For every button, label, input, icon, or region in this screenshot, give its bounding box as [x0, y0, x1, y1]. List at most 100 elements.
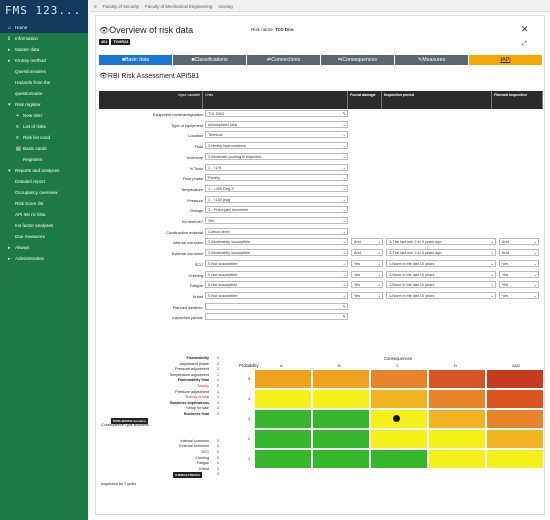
- field-value: Yes: [354, 293, 361, 298]
- sidebar-item[interactable]: questionnaire: [0, 88, 88, 99]
- field-value: Yes: [502, 272, 509, 277]
- period-select[interactable]: 1-None in the last 10 years ⌄: [386, 270, 496, 278]
- probability-button[interactable]: VJEROJATNOĆA: [173, 472, 203, 479]
- found-select[interactable]: Yes ⌄: [351, 291, 383, 299]
- sidebar-item-label: Kinney method: [15, 58, 46, 63]
- tab-label: Classifications: [194, 57, 228, 63]
- select-field[interactable]: 3-Heavy hydrocarbons ⌄: [205, 142, 348, 150]
- select-field[interactable]: 2-Moderate pouring is expected ⌄: [205, 152, 348, 160]
- select-field[interactable]: Atmospheric tank ⌄: [205, 120, 348, 128]
- sidebar-item[interactable]: Due measures: [0, 231, 88, 242]
- summary-value: 3: [216, 406, 219, 411]
- sidebar-item[interactable]: ▸ Always: [0, 242, 88, 253]
- field-value: 1 - <300 Deg. F: [208, 186, 235, 191]
- summary-label: External corrosion: [179, 444, 209, 449]
- sidebar-item[interactable]: Questionnaires: [0, 66, 88, 77]
- summary-row: Toxicity is final 1: [111, 395, 221, 401]
- sidebar-item-label: Occupancy overview: [15, 190, 58, 195]
- matrix-cell: [428, 389, 486, 409]
- select-field[interactable]: Carbon steel ⌄: [205, 227, 348, 235]
- sidebar-item[interactable]: ▸ Master data: [0, 44, 88, 55]
- form-row: Location Terminal ⌄: [99, 131, 543, 140]
- sidebar-item[interactable]: Registers: [0, 154, 88, 165]
- sidebar-item[interactable]: Occupancy overview: [0, 187, 88, 198]
- select-field[interactable]: 0-Not susceptible ⌄: [205, 270, 348, 278]
- select-field[interactable]: Fluidity ⌄: [205, 174, 348, 182]
- sidebar-item[interactable]: API lett ric lista: [0, 209, 88, 220]
- tab-item[interactable]: ■ Classifications: [173, 55, 247, 65]
- sidebar-item[interactable]: ⌂ Home: [0, 22, 88, 33]
- tab-item[interactable]: ⇄ Connections: [247, 55, 321, 65]
- select-field[interactable]: 0-Not susceptible ⌄: [205, 281, 348, 289]
- chevron-down-icon: ⌄: [533, 239, 537, 245]
- sidebar-item[interactable]: Ins factor analyses: [0, 220, 88, 231]
- found-select[interactable]: And ⌄: [351, 238, 383, 246]
- sidebar-item[interactable]: ▾ Risk register: [0, 99, 88, 110]
- period-select[interactable]: 1-None in the last 10 years ⌄: [386, 291, 496, 299]
- select-field[interactable]: Terminal ⌄: [205, 131, 348, 139]
- sidebar-item[interactable]: Detailed report: [0, 176, 88, 187]
- select-field[interactable]: 1 - <100 psig ⌄: [205, 195, 348, 203]
- expand-icon[interactable]: ⤢: [522, 41, 527, 47]
- tab-item[interactable]: ⇆ Consequences: [321, 55, 395, 65]
- summary-label: SCC: [201, 449, 209, 454]
- text-field[interactable]: ✎: [205, 302, 348, 310]
- planned-select[interactable]: And ⌄: [499, 238, 539, 246]
- planned-select[interactable]: Yes ⌄: [499, 270, 539, 278]
- sidebar-item[interactable]: ▾ Reports and analyses: [0, 165, 88, 176]
- sidebar-item[interactable]: Hazards from the: [0, 77, 88, 88]
- breadcrumb-menu-icon[interactable]: ≡: [94, 4, 97, 9]
- tab-item[interactable]: ℹ API: [469, 55, 543, 65]
- breadcrumb-item[interactable]: Faculty of Mechanical Engineering: [145, 4, 213, 9]
- sidebar-item[interactable]: Risk score list: [0, 198, 88, 209]
- select-field[interactable]: 2-Moderately susceptible ⌄: [205, 238, 348, 246]
- matrix-cell: [312, 409, 370, 429]
- period-select[interactable]: 3-The last one 2 to 5 years ago ⌄: [386, 249, 496, 257]
- chevron-down-icon: ⌄: [490, 260, 494, 266]
- sidebar-item[interactable]: ▸ Kinney method: [0, 55, 88, 66]
- sidebar-item[interactable]: ≡ List of risks: [0, 121, 88, 132]
- field-value: 3-Heavy hydrocarbons: [208, 144, 247, 149]
- sidebar-item[interactable]: + New risk!: [0, 110, 88, 121]
- summary-label: Pressure adjustment: [175, 389, 209, 394]
- planned-select[interactable]: Yes ⌄: [499, 281, 539, 289]
- select-field[interactable]: 0-Not susceptible ⌄: [205, 259, 348, 267]
- tab-item[interactable]: ✎ Measures: [395, 55, 469, 65]
- found-select[interactable]: And ⌄: [351, 249, 383, 257]
- text-field[interactable]: T01-DNO ✎: [205, 110, 348, 117]
- select-field[interactable]: 1 - <300 Deg. F ⌄: [205, 184, 348, 192]
- main-area: ≡ Faculty of Security Faculty of Mechani…: [90, 0, 550, 520]
- breadcrumb-item[interactable]: moving: [218, 4, 233, 9]
- consequence-final-button[interactable]: POSLJEDICE konačno: [111, 417, 149, 424]
- close-icon[interactable]: ✕: [521, 24, 529, 34]
- found-select[interactable]: Yes ⌄: [351, 259, 383, 267]
- select-field[interactable]: 3 - Prolonged downtime ⌄: [205, 206, 348, 214]
- found-select[interactable]: Yes ⌄: [351, 270, 383, 278]
- form-row: Temperature 1 - <300 Deg. F ⌄: [99, 184, 543, 194]
- select-field[interactable]: 0-Not susceptible ⌄: [205, 291, 348, 299]
- tab-item[interactable]: ■ Basic data: [99, 55, 173, 65]
- planned-select[interactable]: Yes ⌄: [499, 259, 539, 267]
- period-select[interactable]: 3-The last one 2 to 5 years ago ⌄: [386, 238, 496, 246]
- period-select[interactable]: 1-None in the last 10 years ⌄: [386, 281, 496, 289]
- field-label: No reserve?: [181, 219, 203, 224]
- summary-value: 3: [216, 400, 219, 405]
- sidebar-item[interactable]: ≡ Risk list cond.: [0, 132, 88, 143]
- field-value: T01-DNO: [208, 112, 225, 116]
- select-field[interactable]: 2-Moderately susceptible ⌄: [205, 249, 348, 257]
- found-select[interactable]: Yes ⌄: [351, 281, 383, 289]
- chevron-down-icon: ⌄: [490, 239, 494, 245]
- probability-label: Probability: [239, 363, 259, 368]
- select-field[interactable]: 1 - <1% ⌄: [205, 163, 348, 171]
- summary-label: Toxicity: [196, 383, 209, 388]
- planned-select[interactable]: Yes ⌄: [499, 291, 539, 299]
- text-field[interactable]: ✎: [205, 313, 348, 321]
- sidebar-item[interactable]: ℹ Information: [0, 33, 88, 44]
- select-field[interactable]: Yes ⌄: [205, 217, 348, 224]
- sidebar-item[interactable]: ▤ Basic cards: [0, 143, 88, 154]
- field-label: Krtost: [192, 293, 203, 299]
- planned-select[interactable]: And ⌄: [499, 249, 539, 257]
- sidebar-item[interactable]: ▸ Administration: [0, 253, 88, 264]
- period-select[interactable]: 1-None in the last 10 years ⌄: [386, 259, 496, 267]
- breadcrumb-item[interactable]: Faculty of Security: [102, 4, 139, 9]
